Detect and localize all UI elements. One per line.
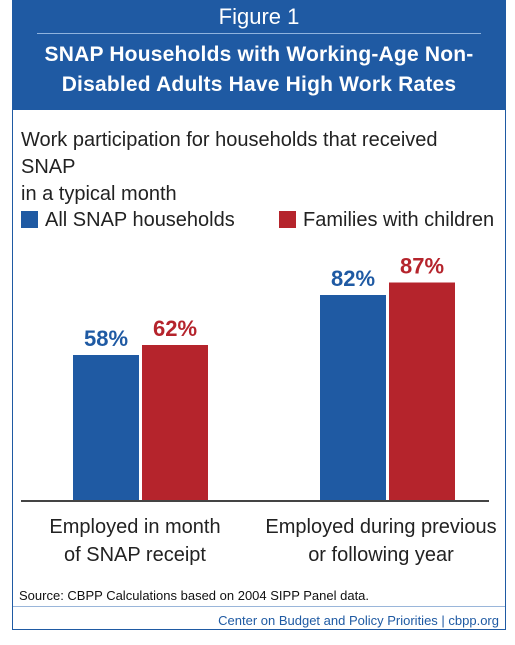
category-label-1-line-1: Employed during previous — [265, 516, 497, 538]
category-label-0-line-1: Employed in month — [49, 516, 221, 538]
legend-item-families: Families with children — [279, 209, 494, 232]
data-label-families-1: 87% — [400, 254, 444, 279]
data-label-all-snap-1: 82% — [331, 266, 375, 291]
figure-label: Figure 1 — [218, 4, 300, 29]
chart-title: SNAP Households with Working-Age Non- Di… — [23, 40, 495, 100]
bar-all-snap-1 — [320, 295, 386, 500]
legend-swatch-red — [279, 211, 296, 228]
figure-header: Figure 1 SNAP Households with Working-Ag… — [13, 0, 505, 110]
chart-subtitle-line-1: Work participation for households that r… — [21, 129, 438, 178]
chart-title-line-2: Disabled Adults Have High Work Rates — [61, 73, 457, 96]
footer-divider — [13, 606, 505, 607]
category-label-1: Employed during previous or following ye… — [261, 513, 501, 569]
chart-subtitle: Work participation for households that r… — [21, 127, 491, 208]
data-label-all-snap-0: 58% — [84, 326, 128, 351]
bar-families-1 — [389, 282, 455, 500]
bar-chart: 58% 62% 82% 87% — [73, 254, 455, 500]
bar-all-snap-0 — [73, 355, 139, 500]
legend-label-all-snap: All SNAP households — [45, 209, 235, 231]
figure-frame: Figure 1 SNAP Households with Working-Ag… — [12, 0, 506, 630]
data-label-families-0: 62% — [153, 316, 197, 341]
category-label-0-line-2: of SNAP receipt — [64, 544, 206, 566]
legend-swatch-blue — [21, 211, 38, 228]
chart-title-line-1: SNAP Households with Working-Age Non- — [44, 43, 474, 66]
category-label-1-line-2: or following year — [308, 544, 454, 566]
x-axis-line — [21, 500, 489, 502]
chart-subtitle-line-2: in a typical month — [21, 183, 177, 205]
bar-families-0 — [142, 345, 208, 500]
category-label-0: Employed in month of SNAP receipt — [35, 513, 235, 569]
header-divider — [37, 33, 481, 34]
legend-label-families: Families with children — [303, 209, 495, 231]
credit-line: Center on Budget and Policy Priorities |… — [218, 613, 499, 628]
source-note: Source: CBPP Calculations based on 2004 … — [19, 588, 370, 603]
legend-item-all-snap: All SNAP households — [21, 209, 235, 232]
